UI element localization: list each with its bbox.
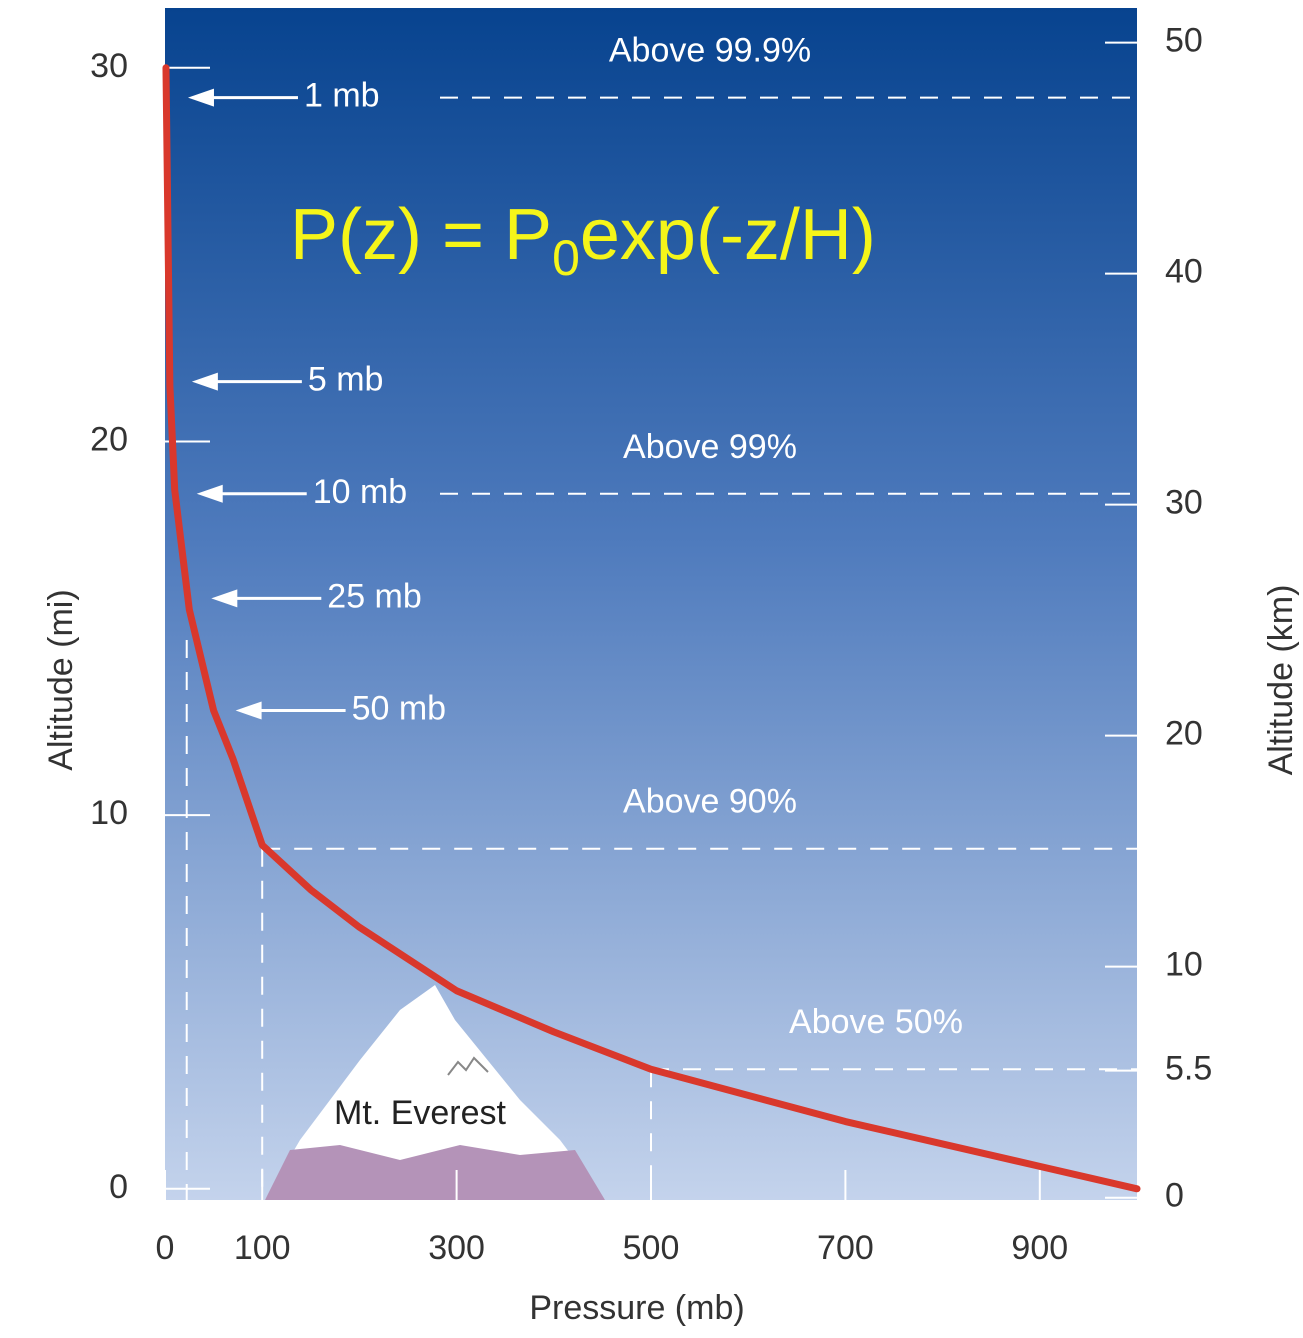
x-axis-title: Pressure (mb) xyxy=(529,1289,744,1327)
pressure-label: 25 mb xyxy=(327,577,422,615)
mountain-base xyxy=(265,1145,605,1200)
arrow-head xyxy=(196,484,223,503)
y2-tick-label: 10 xyxy=(1165,946,1203,984)
y-axis-title: Altitude (mi) xyxy=(42,589,80,770)
pressure-label: 10 mb xyxy=(313,473,408,511)
pressure-label: 5 mb xyxy=(308,361,384,399)
y-tick-label: 10 xyxy=(90,794,128,832)
plot-background xyxy=(165,8,1137,1200)
x-tick-label: 0 xyxy=(156,1229,175,1267)
x-tick-label: 900 xyxy=(1011,1229,1068,1267)
arrow-head xyxy=(211,589,238,608)
y-tick-label: 0 xyxy=(109,1168,128,1206)
x-tick-label: 500 xyxy=(623,1229,680,1267)
level-label: Above 90% xyxy=(623,783,797,821)
level-label: Above 50% xyxy=(789,1003,963,1041)
formula-subscript: 0 xyxy=(552,230,580,286)
mountain xyxy=(265,985,605,1200)
arrow-head xyxy=(191,372,218,391)
y-tick-label: 20 xyxy=(90,420,128,458)
arrow-head xyxy=(235,701,262,720)
level-label: Above 99.9% xyxy=(609,32,811,70)
y2-tick-label: 20 xyxy=(1165,715,1203,753)
y2-tick-label: 5.5 xyxy=(1165,1050,1212,1088)
y2-tick-label: 0 xyxy=(1165,1177,1184,1215)
formula-text: P(z) = P xyxy=(290,195,552,275)
formula: P(z) = P0exp(-z/H) xyxy=(290,195,876,286)
mountain-detail xyxy=(447,1056,489,1076)
y2-tick-label: 40 xyxy=(1165,253,1203,291)
level-label: Above 99% xyxy=(623,428,797,466)
x-tick-label: 700 xyxy=(817,1229,874,1267)
y-tick-label: 30 xyxy=(90,47,128,85)
data-line xyxy=(162,64,1141,1193)
y2-tick-label: 30 xyxy=(1165,484,1203,522)
x-tick-label: 300 xyxy=(428,1229,485,1267)
arrow-head xyxy=(187,88,214,107)
pressure-label: 50 mb xyxy=(352,689,447,727)
formula-text: exp(-z/H) xyxy=(580,195,876,275)
y2-tick-label: 50 xyxy=(1165,22,1203,60)
x-tick-label: 100 xyxy=(234,1229,291,1267)
pressure-label: 1 mb xyxy=(304,77,380,115)
y2-axis-title: Altitude (km) xyxy=(1262,585,1300,776)
mountain-label: Mt. Everest xyxy=(334,1094,506,1132)
